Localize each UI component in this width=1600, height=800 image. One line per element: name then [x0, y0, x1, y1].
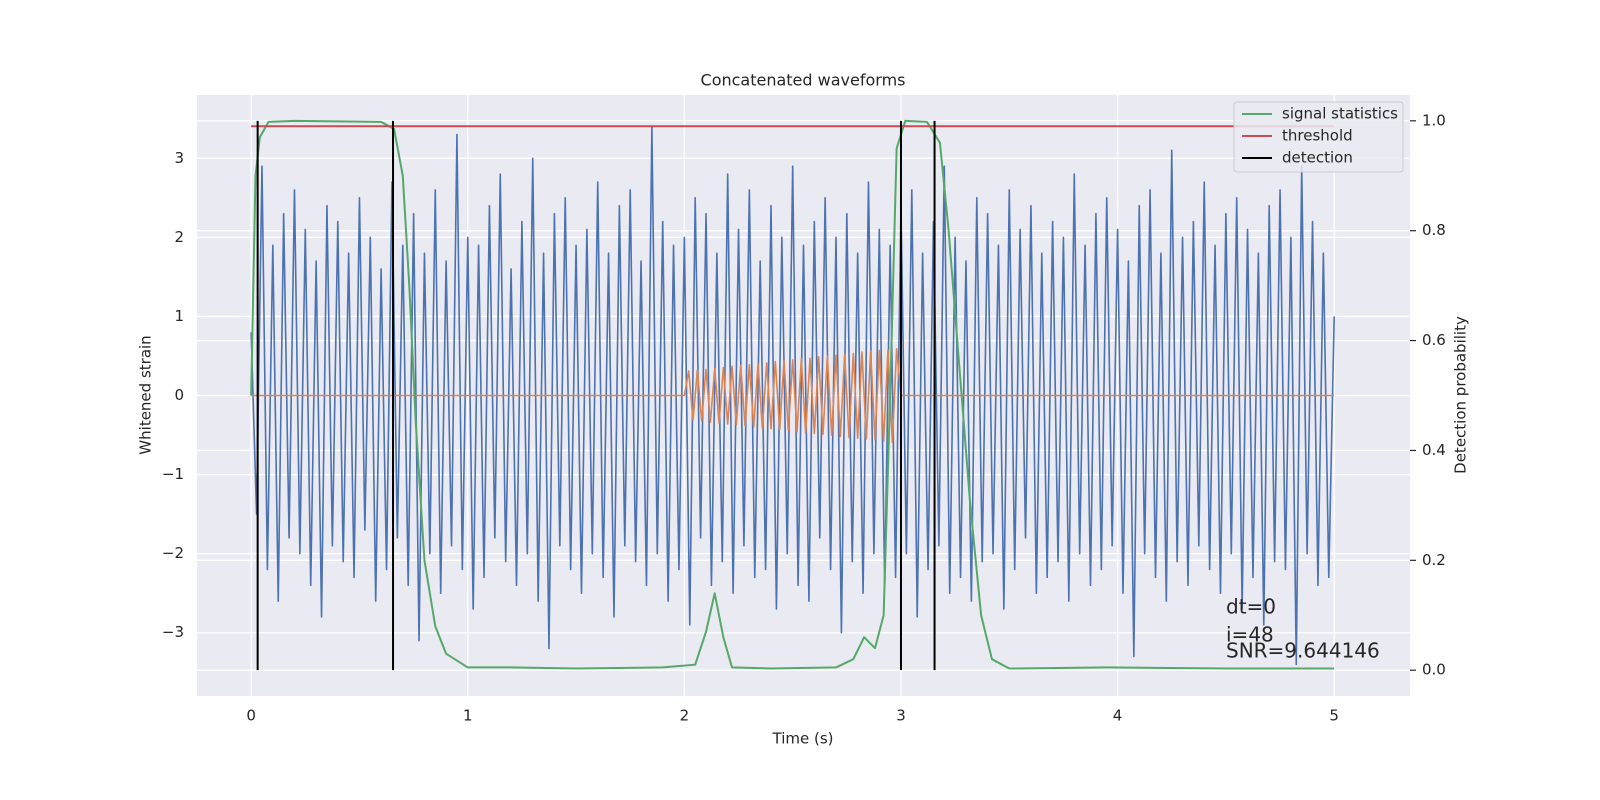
annotation: SNR=9.644146 [1226, 639, 1380, 663]
y2-tick-label: 0.8 [1422, 221, 1446, 239]
marks [250, 119, 1335, 671]
y-tick-label: −1 [162, 465, 184, 483]
x-tick-label: 5 [1329, 707, 1339, 725]
y2-tick-label: 0.2 [1422, 551, 1446, 569]
y-tick-label: −3 [162, 623, 184, 641]
series-line [251, 348, 1335, 443]
y-tick-label: 3 [174, 149, 184, 167]
chart-title: Concatenated waveforms [701, 71, 906, 90]
y2-tick-label: 0.0 [1422, 661, 1446, 679]
x-tick-label: 0 [246, 707, 256, 725]
x-tick-label: 3 [896, 707, 906, 725]
x-tick-label: 1 [463, 707, 473, 725]
annotation: i=48 [1226, 623, 1274, 647]
series-line [250, 125, 1335, 666]
y2-tick-label: 0.6 [1422, 331, 1446, 349]
series-line [250, 119, 1335, 670]
legend-label: detection [1282, 149, 1353, 167]
legend-label: signal statistics [1282, 105, 1398, 123]
y2-axis-label: Detection probability [1452, 316, 1470, 474]
legend-box [1233, 101, 1404, 173]
legend: signal statistics threshold detection [1233, 101, 1404, 173]
y2-tick-label: 0.4 [1422, 441, 1446, 459]
y-tick-label: 1 [174, 307, 184, 325]
legend-label: threshold [1282, 127, 1353, 145]
y-tick-label: −2 [162, 544, 184, 562]
labels: 0 1 2 3 4 5 −3 −2 −1 0 1 2 3 0.0 0.2 0.4 0.6 0.8 1.0 [162, 111, 1446, 724]
y-tick-label: 0 [174, 386, 184, 404]
x-tick-label: 4 [1113, 707, 1123, 725]
y2-tick-label: 1.0 [1422, 111, 1446, 129]
x-tick-label: 2 [680, 707, 690, 725]
y-axis-label: Whitened strain [137, 335, 155, 454]
y-tick-label: 2 [174, 228, 184, 246]
annotation: dt=0 [1226, 595, 1276, 619]
x-axis-label: Time (s) [772, 730, 834, 748]
